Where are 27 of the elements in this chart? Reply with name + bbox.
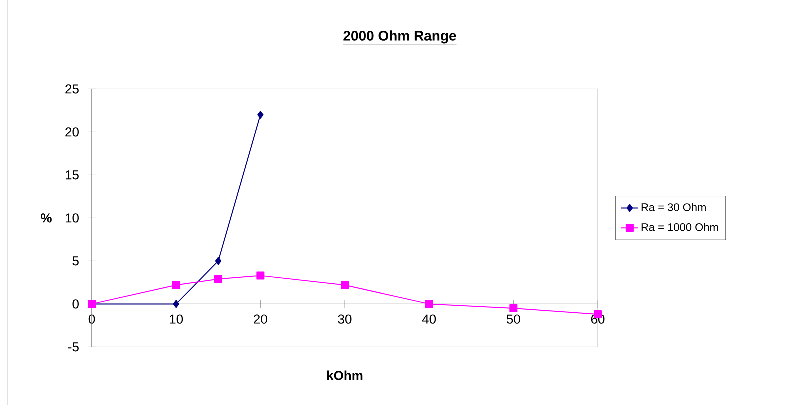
legend-label: Ra = 1000 Ohm — [642, 223, 718, 232]
point — [173, 300, 180, 308]
point — [258, 110, 264, 119]
y-tick-label: 20 — [66, 127, 79, 137]
point — [215, 257, 222, 266]
chart-title: 2000 Ohm Range — [344, 30, 456, 44]
legend-label: Ra = 30 Ohm — [642, 203, 706, 212]
x-tick-label: 30 — [338, 314, 352, 324]
y-tick-label: 0 — [72, 299, 79, 309]
y-tick-label: 5 — [72, 256, 79, 266]
y-axis-title: % — [41, 214, 52, 223]
point — [425, 300, 434, 308]
point — [510, 304, 518, 312]
y-tick-label: 10 — [66, 213, 79, 223]
y-tick-label: 25 — [66, 84, 79, 94]
x-tick-label: 20 — [254, 314, 268, 324]
x-axis-title: kOhm — [327, 370, 363, 380]
y-tick-label: -5 — [68, 342, 79, 352]
point — [172, 281, 180, 290]
y-tick-label: 15 — [66, 170, 79, 180]
x-tick-label: 0 — [88, 314, 96, 324]
point — [214, 275, 223, 284]
x-tick-label: 40 — [422, 314, 436, 324]
x-tick-label: 10 — [170, 314, 184, 324]
point — [256, 272, 265, 280]
x-tick-label: 50 — [506, 314, 520, 324]
point — [341, 281, 349, 290]
